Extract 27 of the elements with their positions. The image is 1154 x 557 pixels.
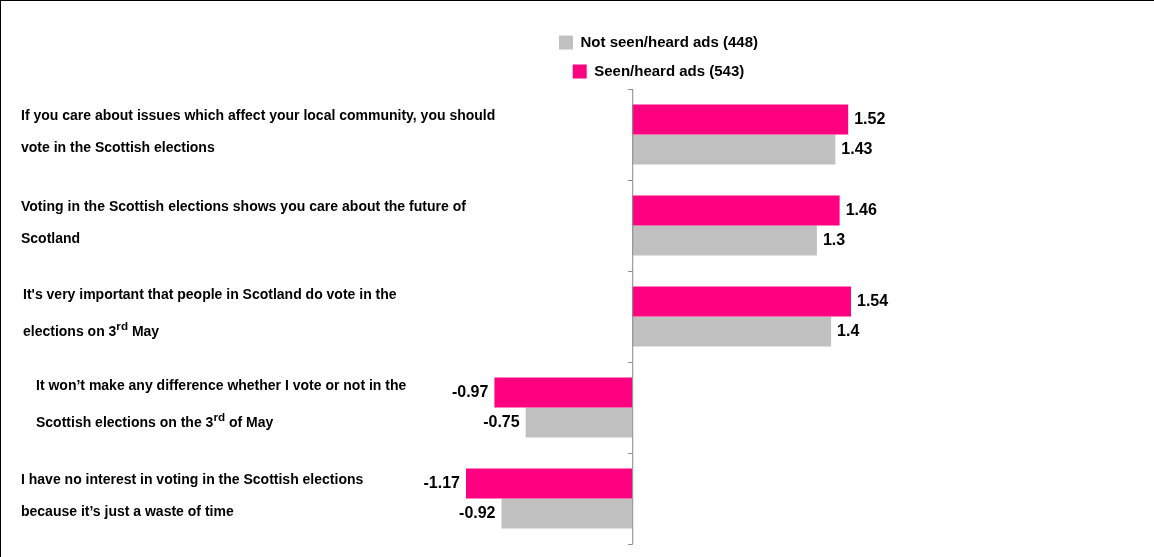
bar	[632, 104, 849, 135]
data-label: -1.17	[423, 473, 461, 491]
data-label: 1.4	[837, 321, 860, 339]
legend-label: Seen/heard ads (543)	[594, 61, 745, 79]
bar	[632, 286, 851, 317]
data-label: 1.46	[845, 200, 877, 218]
bar	[525, 407, 633, 438]
bar	[466, 468, 633, 499]
y-tick-label: I have no interest in voting in the Scottish elections because it’s just a waste of time	[21, 469, 365, 521]
legend-label: Not seen/heard ads (448)	[580, 32, 759, 50]
y-tick-label: Voting in the Scottish elections shows you care about the future of Scotland	[21, 196, 466, 248]
data-label: -0.92	[459, 503, 496, 521]
bar	[632, 225, 817, 256]
bar	[632, 195, 840, 226]
bar	[494, 377, 633, 408]
data-label: 1.54	[857, 291, 889, 309]
category-label: It's very important that people in Scotland do vote in the elections on 3$^{rd}$ May	[23, 286, 397, 339]
bar	[632, 316, 832, 347]
data-label: -0.97	[451, 382, 489, 400]
bar	[632, 134, 836, 165]
data-label: 1.43	[841, 139, 873, 157]
data-label: 1.3	[822, 230, 846, 248]
category-label: It won’t make any difference whether I vote or not in the Scottish elections on the 3$^{rd}$ of May	[36, 377, 407, 430]
bar	[501, 498, 633, 529]
data-label: -0.75	[483, 412, 520, 430]
data-label: 1.52	[854, 109, 886, 127]
y-tick-label: If you care about issues which affect your local community, you should vote in the Scottish elections	[21, 105, 497, 157]
